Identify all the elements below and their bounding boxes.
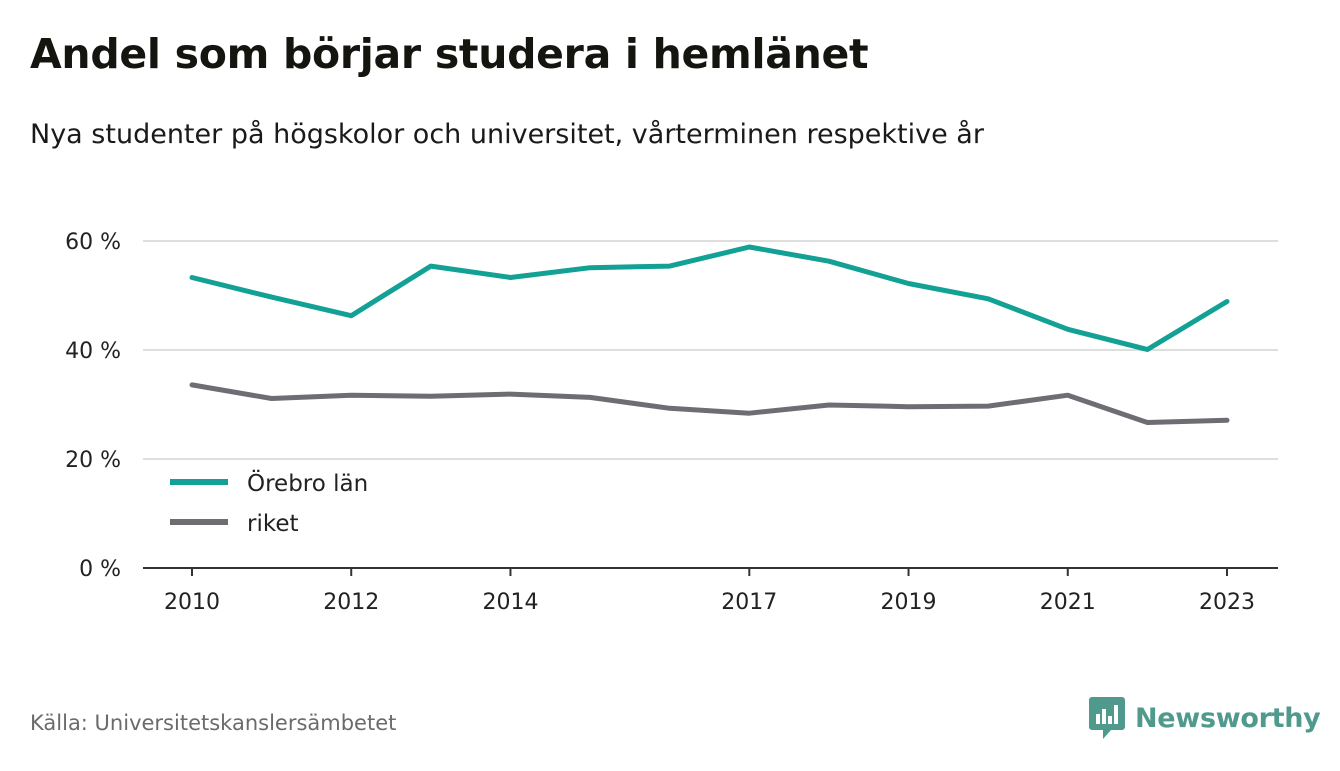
series-lines xyxy=(189,244,1230,425)
legend-label: Örebro län xyxy=(247,469,368,497)
x-tick-label: 2012 xyxy=(323,590,379,615)
newsworthy-logo-icon xyxy=(1089,697,1125,739)
brand-logo: Newsworthy xyxy=(1089,697,1321,739)
x-tick-label: 2021 xyxy=(1040,590,1096,615)
x-tick-label: 2023 xyxy=(1199,590,1255,615)
legend: Örebro län riket xyxy=(170,469,368,537)
brand-name: Newsworthy xyxy=(1135,702,1321,734)
y-tick-label: 60 % xyxy=(65,230,121,255)
chart-title: Andel som börjar studera i hemlänet xyxy=(30,30,869,78)
y-tick-label: 40 % xyxy=(65,339,121,364)
chart-subtitle: Nya studenter på högskolor och universit… xyxy=(30,119,984,150)
grid-lines xyxy=(143,240,1278,460)
axes: 0 % 20 % 40 % 60 % 2010 2012 2014 2017 2019 2021 2… xyxy=(65,230,1278,615)
y-tick-label: 0 % xyxy=(79,557,121,582)
series-line-orebro-lan xyxy=(189,244,1230,352)
x-tick-label: 2010 xyxy=(164,590,220,615)
x-tick-label: 2014 xyxy=(482,590,538,615)
legend-label: riket xyxy=(247,511,299,537)
x-tick-label: 2017 xyxy=(721,590,777,615)
series-line-riket xyxy=(189,382,1230,425)
x-tick-label: 2019 xyxy=(881,590,937,615)
source-note: Källa: Universitetskanslersämbetet xyxy=(30,711,397,735)
y-tick-label: 20 % xyxy=(65,448,121,473)
